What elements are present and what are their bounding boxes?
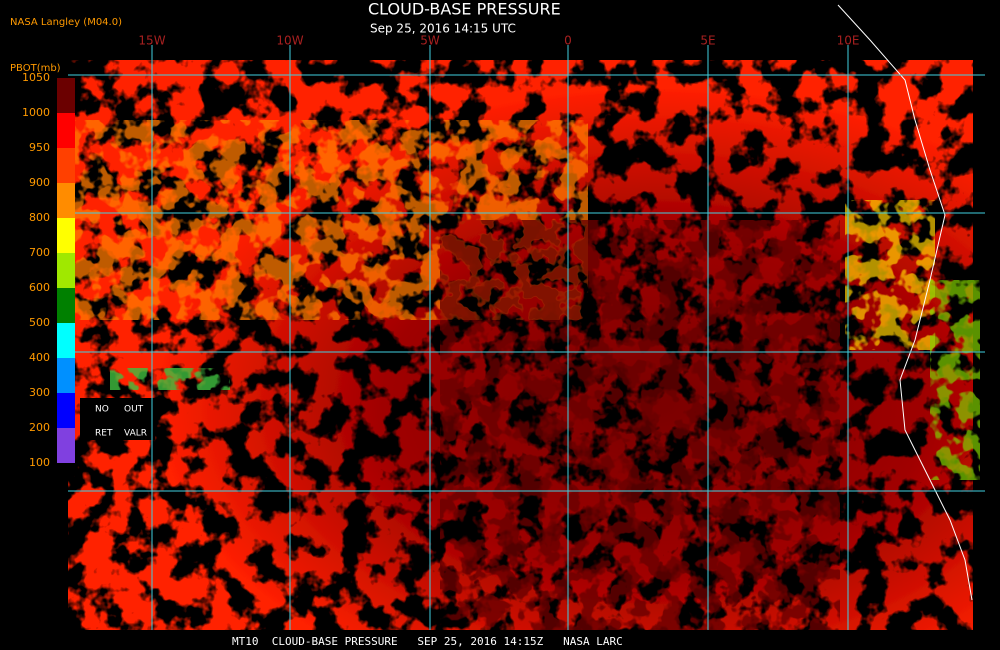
legend-note: RET (95, 429, 113, 439)
legend-swatch (57, 183, 75, 218)
legend-tick-label: 400 (29, 351, 50, 364)
legend-swatch (57, 323, 75, 358)
footer: MT10 CLOUD-BASE PRESSURE SEP 25, 2016 14… (232, 635, 623, 648)
legend-note: NO (95, 405, 109, 415)
legend-tick-label: 200 (29, 421, 50, 434)
legend-tick-label: 600 (29, 281, 50, 294)
legend-swatch (57, 253, 75, 288)
legend-tick-label: 100 (29, 456, 50, 469)
longitude-label: 15W (138, 34, 165, 48)
subtitle: Sep 25, 2016 14:15 UTC (370, 22, 516, 36)
longitude-label: 0 (564, 34, 572, 48)
legend-swatch (57, 428, 75, 463)
longitude-label: 5W (420, 34, 440, 48)
legend-tick-label: 800 (29, 211, 50, 224)
legend-label: PBOT(mb) (10, 63, 61, 74)
legend-note-box (80, 398, 155, 440)
source-label: NASA Langley (M04.0) (10, 17, 122, 28)
legend-tick-label: 700 (29, 246, 50, 259)
legend-note: VALR (124, 429, 147, 439)
legend-swatch (57, 218, 75, 253)
longitude-label: 10W (276, 34, 303, 48)
longitude-label: 10E (837, 34, 860, 48)
legend-swatch (57, 148, 75, 183)
legend-tick-label: 950 (29, 141, 50, 154)
legend-swatch (57, 358, 75, 393)
lat-lon-grid (68, 45, 985, 630)
legend-tick-label: 1000 (22, 106, 50, 119)
legend-tick-label: 300 (29, 386, 50, 399)
coastline (837, 4, 973, 601)
title: CLOUD-BASE PRESSURE (368, 0, 561, 19)
legend-tick-label: 900 (29, 176, 50, 189)
cloud-imagery (68, 4, 980, 630)
legend-swatch (57, 78, 75, 113)
legend-swatch (57, 393, 75, 428)
legend-swatch (57, 113, 75, 148)
legend-note: OUT (124, 405, 144, 415)
legend-tick-label: 1050 (22, 71, 50, 84)
longitude-label: 5E (700, 34, 715, 48)
legend-swatch (57, 288, 75, 323)
legend-tick-label: 500 (29, 316, 50, 329)
